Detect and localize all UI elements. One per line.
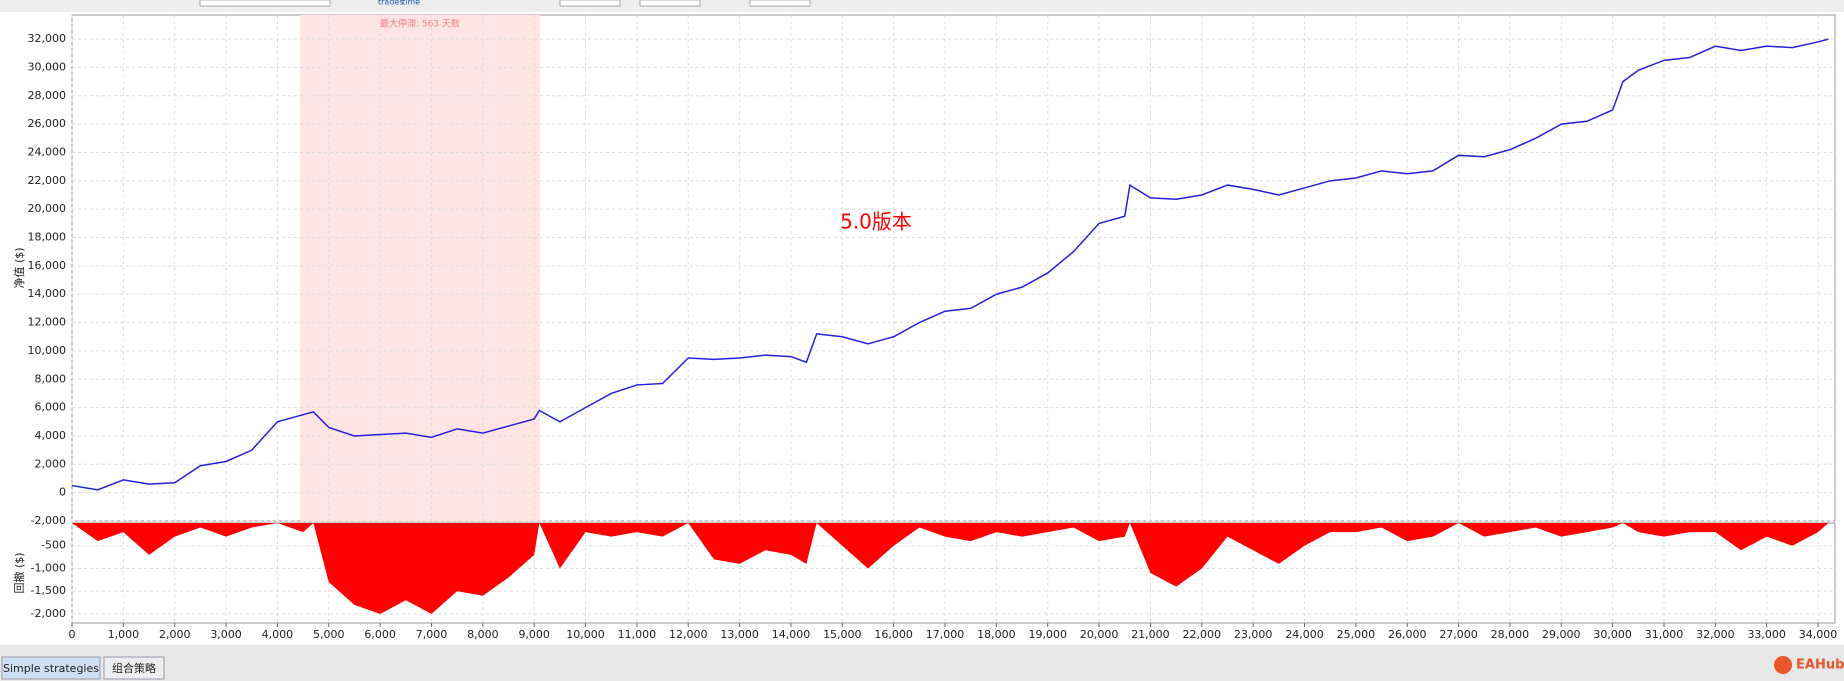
y-tick-label: 12,000 <box>28 316 67 329</box>
tab-bar <box>0 645 1844 681</box>
toolbar-box <box>749 0 811 7</box>
x-tick-label: 31,000 <box>1645 628 1684 641</box>
y-tick-label: 18,000 <box>28 231 67 244</box>
toolbar-box <box>639 0 701 7</box>
x-tick-label: 15,000 <box>823 628 862 641</box>
y-tick-label: -2,000 <box>31 514 66 527</box>
x-tick-label: 7,000 <box>416 628 448 641</box>
x-tick-label: 2,000 <box>159 628 191 641</box>
x-tick-label: 13,000 <box>720 628 759 641</box>
x-tick-label: 11,000 <box>618 628 657 641</box>
x-tick-label: 16,000 <box>874 628 913 641</box>
x-tick-label: 3,000 <box>210 628 242 641</box>
x-tick-label: 21,000 <box>1131 628 1170 641</box>
x-tick-label: 28,000 <box>1491 628 1530 641</box>
tab[interactable] <box>103 656 165 680</box>
y-tick-label: -1,000 <box>31 561 66 574</box>
y-tick-label: 8,000 <box>35 372 67 385</box>
y-tick-label: 24,000 <box>28 145 67 158</box>
x-tick-label: 17,000 <box>926 628 965 641</box>
y-tick-label: 10,000 <box>28 344 67 357</box>
toolbar-label[interactable]: time <box>402 0 420 7</box>
toolbar-box <box>559 0 621 7</box>
y-tick-label: -1,500 <box>31 584 66 597</box>
x-tick-label: 29,000 <box>1542 628 1581 641</box>
x-tick-label: 33,000 <box>1747 628 1786 641</box>
y-tick-label: 30,000 <box>28 60 67 73</box>
x-tick-label: 23,000 <box>1234 628 1273 641</box>
x-tick-label: 1,000 <box>108 628 140 641</box>
stagnation-band <box>300 15 540 521</box>
x-tick-label: 32,000 <box>1696 628 1735 641</box>
toolbar-box <box>199 0 331 7</box>
x-tick-label: 12,000 <box>669 628 708 641</box>
y-tick-label: 32,000 <box>28 32 67 45</box>
y-tick-label: 4,000 <box>35 429 67 442</box>
x-tick-label: 9,000 <box>518 628 550 641</box>
y-tick-label: 6,000 <box>35 401 67 414</box>
y-tick-label: 22,000 <box>28 174 67 187</box>
tab-label[interactable]: 组合策略 <box>112 661 156 675</box>
x-tick-label: 4,000 <box>262 628 294 641</box>
y-axis-label: 回撤 ($) <box>12 552 26 593</box>
x-tick-label: 24,000 <box>1285 628 1324 641</box>
equity-line <box>71 38 1829 491</box>
y-tick-label: 26,000 <box>28 117 67 130</box>
tab[interactable] <box>1 656 101 680</box>
stagnation-label: 最大停滞: 563 天数 <box>380 18 460 30</box>
y-tick-label: -2,000 <box>31 607 66 620</box>
x-tick-label: 0 <box>69 628 76 641</box>
x-tick-label: 30,000 <box>1593 628 1632 641</box>
y-tick-label: 2,000 <box>35 457 67 470</box>
y-axis-label: 净值 ($) <box>12 247 26 288</box>
x-tick-label: 26,000 <box>1388 628 1427 641</box>
logo: EAHub <box>1796 658 1844 673</box>
x-tick-label: 5,000 <box>313 628 345 641</box>
x-tick-label: 25,000 <box>1337 628 1376 641</box>
x-tick-label: 19,000 <box>1028 628 1067 641</box>
y-tick-label: 14,000 <box>28 287 67 300</box>
x-tick-label: 6,000 <box>364 628 396 641</box>
x-tick-label: 10,000 <box>566 628 605 641</box>
x-tick-label: 8,000 <box>467 628 499 641</box>
y-tick-label: 20,000 <box>28 202 67 215</box>
x-tick-label: 22,000 <box>1183 628 1222 641</box>
x-tick-label: 14,000 <box>772 628 811 641</box>
annotation: 5.0版本 <box>840 210 912 234</box>
y-tick-label: 28,000 <box>28 89 67 102</box>
toolbar-label[interactable]: trades <box>378 0 404 7</box>
tab-label[interactable]: Simple strategies <box>3 662 99 675</box>
drawdown-area <box>72 523 1829 614</box>
logo-icon <box>1774 656 1792 674</box>
y-tick-label: 16,000 <box>28 259 67 272</box>
toolbar <box>0 0 1844 12</box>
x-tick-label: 20,000 <box>1080 628 1119 641</box>
x-tick-label: 34,000 <box>1799 628 1838 641</box>
x-tick-label: 18,000 <box>977 628 1016 641</box>
x-tick-label: 27,000 <box>1439 628 1478 641</box>
y-tick-label: -500 <box>41 539 66 552</box>
y-tick-label: 0 <box>59 486 66 499</box>
